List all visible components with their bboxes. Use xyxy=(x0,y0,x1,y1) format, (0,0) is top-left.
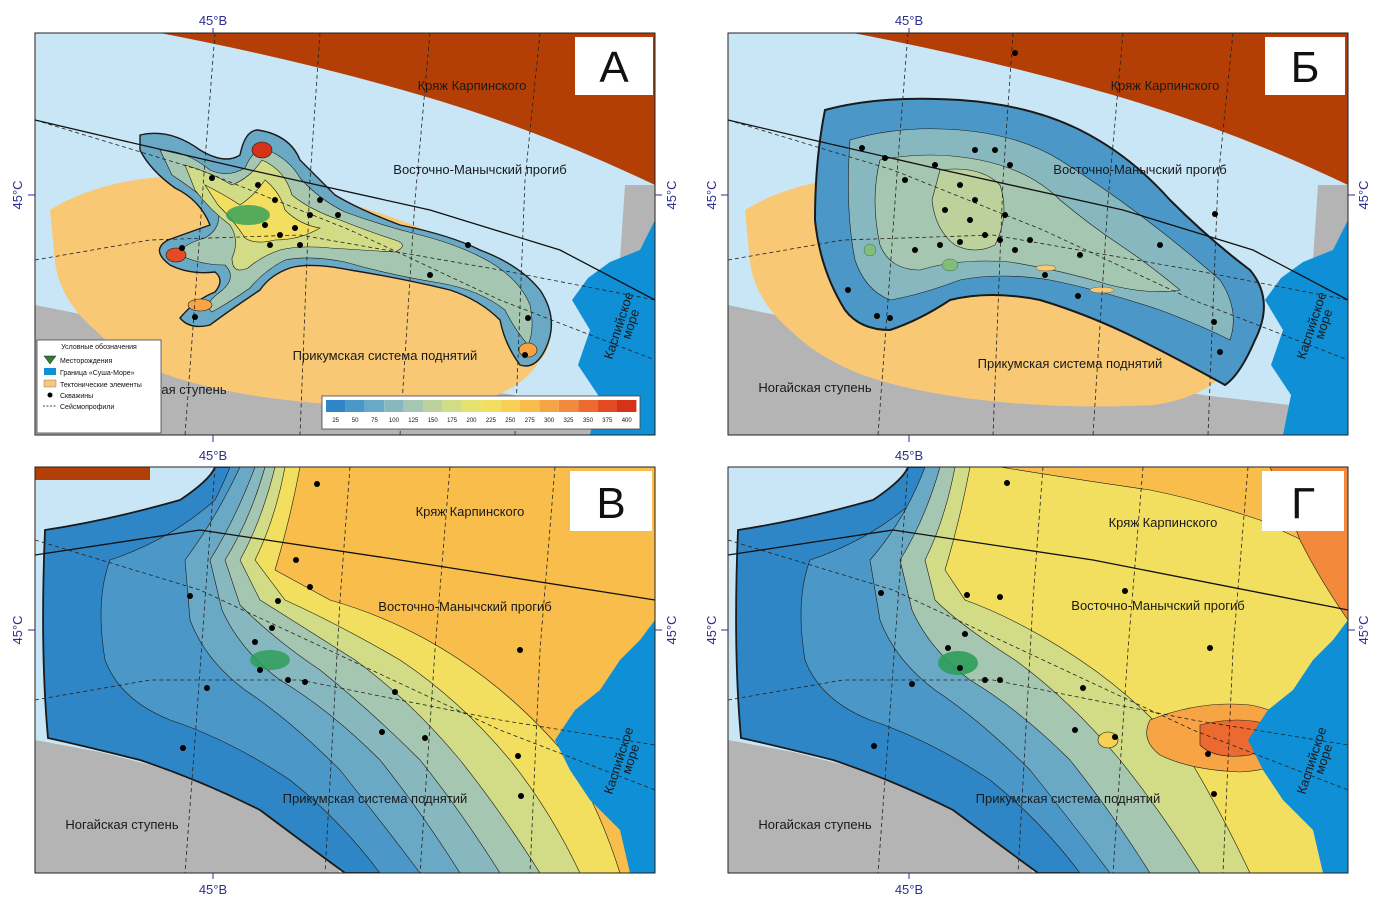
scale-tick-label: 100 xyxy=(389,418,400,424)
scale-ticks: 25 50 75 100 125 150 175 200 225 250 275 300 325 350 3… xyxy=(332,418,632,424)
svg-text:Скважины: Скважины xyxy=(60,393,93,400)
label-prikumsk: Прикумская система поднятий xyxy=(293,348,478,363)
scale-swatch xyxy=(442,400,462,412)
lat-label: 45°С xyxy=(1356,615,1371,644)
wells xyxy=(180,481,524,799)
svg-text:Кряж Карпинского: Кряж Карпинского xyxy=(416,504,525,519)
panel-d: Кряж Карпинского Восточно-Манычский прог… xyxy=(727,466,1349,874)
lon-label: 45°В xyxy=(895,448,923,463)
scale-swatch xyxy=(539,400,559,412)
scale-tick-label: 250 xyxy=(505,418,516,424)
svg-text:Прикумская система поднятий: Прикумская система поднятий xyxy=(978,356,1163,371)
lon-label: 45°В xyxy=(199,882,227,897)
svg-text:Ногайская ступень: Ногайская ступень xyxy=(758,817,871,832)
panel-letter-b: Б xyxy=(1291,43,1320,92)
lon-label: 45°В xyxy=(199,13,227,28)
lat-label: 45°С xyxy=(704,615,719,644)
panel-c: Кряж Карпинского Восточно-Манычский прог… xyxy=(34,466,656,874)
scale-swatch xyxy=(345,400,365,412)
scale-swatch xyxy=(384,400,404,412)
scale-swatch xyxy=(617,400,637,412)
scale-tick-label: 25 xyxy=(332,418,339,424)
svg-text:Прикумская система поднятий: Прикумская система поднятий xyxy=(976,791,1161,806)
scale-tick-label: 350 xyxy=(583,418,594,424)
scale-swatch xyxy=(461,400,482,412)
deposit-icon xyxy=(43,355,57,365)
scale-tick-label: 325 xyxy=(563,418,574,424)
scale-swatches xyxy=(326,400,637,412)
seismic-profiles xyxy=(35,33,655,435)
lat-label: 45°С xyxy=(1356,180,1371,209)
wells xyxy=(179,175,531,358)
scale-swatch xyxy=(520,400,540,412)
svg-text:Сейсмопрофили: Сейсмопрофили xyxy=(60,403,114,411)
panel-letter-c: В xyxy=(596,479,625,528)
label-karpinsky: Кряж Карпинского xyxy=(418,78,527,93)
scale-tick-label: 400 xyxy=(622,418,633,424)
legend: Условные обозначения Месторождения Грани… xyxy=(36,339,162,434)
svg-text:Кряж Карпинского: Кряж Карпинского xyxy=(1109,515,1218,530)
lon-label: 45°В xyxy=(895,13,923,28)
scale-tick-label: 75 xyxy=(371,418,378,424)
svg-text:Ногайская ступень: Ногайская ступень xyxy=(65,817,178,832)
scale-tick-label: 225 xyxy=(486,418,497,424)
scale-swatch xyxy=(481,400,501,412)
caspian-sea-area xyxy=(572,220,655,435)
legend-item-seismic: Сейсмопрофили xyxy=(43,403,114,411)
svg-text:Прикумская система поднятий: Прикумская система поднятий xyxy=(283,791,468,806)
label-manych: Восточно-Манычский прогиб xyxy=(393,162,566,177)
scale-tick-label: 275 xyxy=(525,418,536,424)
lat-label: 45°С xyxy=(10,180,25,209)
svg-text:Восточно-Манычский прогиб: Восточно-Манычский прогиб xyxy=(1071,598,1244,613)
scale-swatch xyxy=(326,400,346,412)
scale-swatch xyxy=(364,400,385,412)
coordinate-labels: 45°В 45°В 45°В 45°В 45°В 45°В 45°С 45°С … xyxy=(10,13,1371,897)
shoreline-swatch xyxy=(44,368,56,375)
wells xyxy=(845,50,1223,355)
lon-label: 45°В xyxy=(199,448,227,463)
svg-text:Восточно-Манычский прогиб: Восточно-Манычский прогиб xyxy=(378,599,551,614)
scale-tick-label: 125 xyxy=(408,418,419,424)
scale-swatch xyxy=(423,400,443,412)
panel-a: Кряж Карпинского Восточно-Манычский прог… xyxy=(34,32,656,436)
scale-tick-label: 50 xyxy=(352,418,359,424)
svg-text:Граница «Суша-Море»: Граница «Суша-Море» xyxy=(60,370,135,377)
svg-text:Месторождения: Месторождения xyxy=(60,358,112,365)
karpinsky-ridge-area xyxy=(35,33,655,185)
scale-tick-label: 300 xyxy=(544,418,555,424)
scale-tick-label: 200 xyxy=(466,418,477,424)
svg-text:Восточно-Манычский прогиб: Восточно-Манычский прогиб xyxy=(1053,162,1226,177)
scale-swatch xyxy=(558,400,579,412)
lat-label: 45°С xyxy=(664,615,679,644)
scale-tick-label: 375 xyxy=(602,418,613,424)
deposit-cluster xyxy=(226,205,270,225)
svg-text:Тектонические элементы: Тектонические элементы xyxy=(60,382,142,389)
scale-swatch xyxy=(597,400,617,412)
scale-tick-label: 150 xyxy=(428,418,439,424)
scale-tick-label: 175 xyxy=(447,418,458,424)
color-scale: 25 50 75 100 125 150 175 200 225 250 275 300 325 350 3… xyxy=(321,395,641,430)
panel-b: Кряж Карпинского Восточно-Манычский прог… xyxy=(727,32,1349,436)
scale-swatch xyxy=(578,400,598,412)
scale-swatch xyxy=(403,400,423,412)
lat-label: 45°С xyxy=(664,180,679,209)
panel-letter-d: Г xyxy=(1291,479,1315,528)
svg-text:Кряж Карпинского: Кряж Карпинского xyxy=(1111,78,1220,93)
legend-item-deposits: Месторождения xyxy=(43,355,112,365)
lon-label: 45°В xyxy=(895,882,923,897)
lat-label: 45°С xyxy=(704,180,719,209)
legend-item-tectonic: Тектонические элементы xyxy=(43,379,142,389)
scale-swatch xyxy=(500,400,520,412)
tectonic-swatch xyxy=(43,379,57,388)
panel-letter-a: А xyxy=(599,43,629,92)
well-dot-icon xyxy=(47,392,53,398)
svg-text:Ногайская ступень: Ногайская ступень xyxy=(758,380,871,395)
lat-label: 45°С xyxy=(10,615,25,644)
legend-item-shoreline: Граница «Суша-Море» xyxy=(44,368,135,377)
wells xyxy=(871,480,1217,797)
legend-item-wells: Скважины xyxy=(47,392,93,400)
legend-title: Условные обозначения xyxy=(61,343,137,351)
